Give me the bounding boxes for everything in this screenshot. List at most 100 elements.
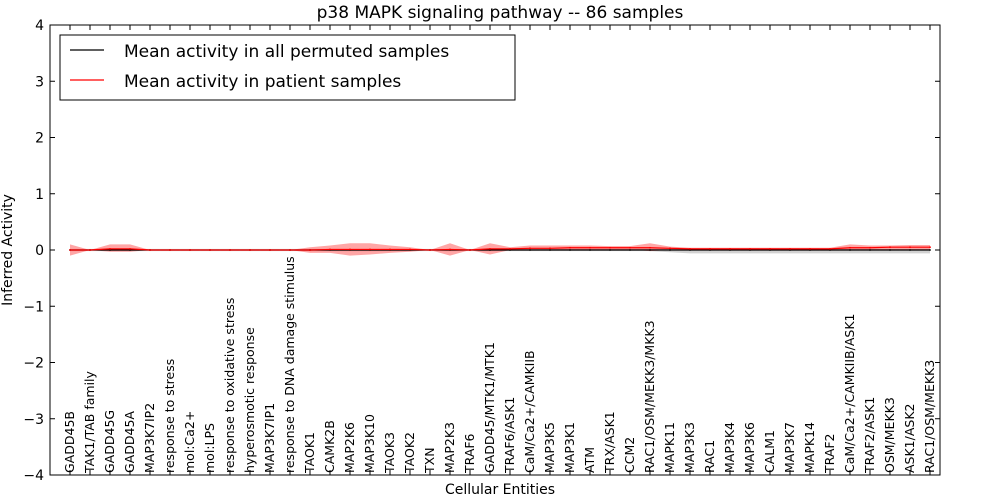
series-point-1 [529,247,531,250]
series-point-1 [849,246,851,249]
x-category-label: TRAF6/ASK1 [502,397,517,474]
series-point-1 [909,246,911,249]
series-point-1 [309,249,311,251]
series-point-1 [189,249,191,251]
y-axis-label: Inferred Activity [0,194,16,306]
series-point-1 [509,247,511,250]
x-category-label: ATM [582,447,597,473]
series-point-1 [409,248,411,251]
series-point-1 [689,247,691,250]
series-point-1 [109,247,111,250]
series-point-1 [169,249,171,251]
x-category-label: TAOK3 [382,432,397,474]
x-category-label: TRX/ASK1 [602,411,617,474]
series-point-1 [769,247,771,250]
x-category-label: CAMK2B [322,420,337,473]
x-category-label: CALM1 [762,430,777,473]
series-point-1 [229,249,231,251]
x-category-label: CaM/Ca2+/CAMKIIB/ASK1 [842,314,857,473]
x-category-label: GADD45G [102,410,117,473]
series-point-1 [549,247,551,250]
series-point-1 [669,247,671,250]
x-category-label: MAP3K1 [562,422,577,473]
series-point-0 [609,249,611,251]
series-point-1 [389,248,391,251]
x-category-label: TXN [422,447,437,474]
series-point-1 [449,248,451,251]
series-point-1 [589,246,591,249]
y-tick-label: 2 [35,131,44,147]
series-point-0 [909,249,911,251]
series-point-1 [629,246,631,249]
x-category-label: MAPK11 [662,422,677,473]
x-category-label: MAP3K4 [722,422,737,473]
series-point-0 [569,249,571,251]
x-category-label: MAP3K7IP1 [262,403,277,473]
series-point-1 [149,249,151,251]
series-point-0 [529,249,531,251]
series-point-0 [849,249,851,251]
x-category-label: response to oxidative stress [222,298,237,473]
x-category-label: MAP3K3 [682,422,697,473]
x-category-label: ASK1/ASK2 [902,404,917,473]
x-category-label: RAC1/OSM/MEKK3 [922,360,937,473]
series-point-1 [289,249,291,251]
x-category-label: RAC1 [702,440,717,473]
plot-area: −4 −3 −2 −1 0 1 2 3 4 GADD45B TAK1/TAB family GADD4… [23,18,940,484]
series-point-1 [749,247,751,250]
series-point-0 [669,249,671,251]
x-category-label: MAP3K7IP2 [142,403,157,473]
chart-title: p38 MAPK signaling pathway -- 86 samples [317,3,684,23]
series-point-1 [349,248,351,251]
series-point-1 [829,247,831,250]
series-point-1 [489,247,491,250]
x-category-label: CaM/Ca2+/CAMKIIB [522,350,537,473]
x-category-label: RAC1/OSM/MEKK3/MKK3 [642,320,657,473]
series-point-1 [369,248,371,251]
x-category-label: GADD45A [122,411,137,473]
legend: Mean activity in all permuted samples Me… [59,34,516,101]
x-category-label: TRAF6 [462,433,477,474]
series-point-0 [649,249,651,251]
x-category-label: MAP2K6 [342,422,357,473]
series-point-1 [69,249,71,251]
plot-frame [49,24,941,476]
series-point-0 [869,249,871,251]
x-category-label: response to DNA damage stimulus [282,256,297,473]
series-point-1 [789,247,791,250]
y-tick-label: −2 [23,356,44,372]
x-category-label: mol:LPS [202,423,217,473]
series-point-1 [869,246,871,249]
x-category-label: TRAF2 [822,433,837,474]
y-tick-label: −1 [23,299,44,315]
x-category-label: TAK1/TAB family [82,370,97,474]
legend-label-patient: Mean activity in patient samples [124,72,401,92]
x-category-label: mol:Ca2+ [182,411,197,473]
series-point-1 [709,247,711,250]
series-point-0 [889,249,891,251]
series-point-1 [889,246,891,249]
y-tick-label: 0 [35,243,44,259]
series-point-1 [269,249,271,251]
series-point-1 [249,249,251,251]
x-category-label: OSM/MEKK3 [882,397,897,473]
y-tick-label: 3 [35,74,44,90]
x-axis-label: Cellular Entities [445,482,555,498]
series-point-1 [649,246,651,249]
legend-box [59,34,516,101]
legend-label-permuted: Mean activity in all permuted samples [124,42,449,62]
x-category-label: CCM2 [622,437,637,473]
series-point-0 [549,249,551,251]
x-category-label: MAP3K10 [362,414,377,473]
series-line-1 [70,246,930,251]
x-category-label: TAOK1 [302,432,317,474]
x-category-label: MAP3K5 [542,422,557,473]
series-point-1 [329,248,331,251]
series-point-1 [609,246,611,249]
x-category-label: response to stress [162,359,177,473]
x-category-label: MAP3K7 [782,422,797,473]
x-category-label: TAOK2 [402,432,417,474]
y-tick-label: −3 [23,412,44,428]
series-point-1 [929,246,931,249]
